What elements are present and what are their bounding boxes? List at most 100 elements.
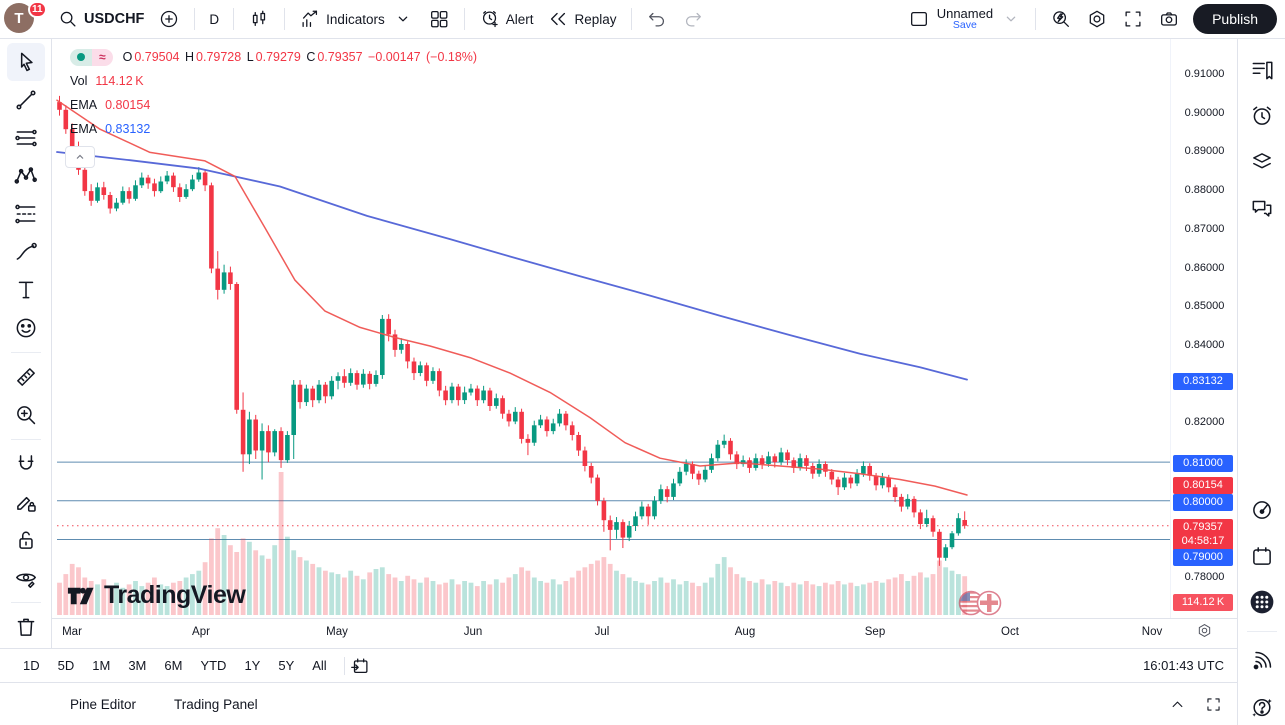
chart-settings-button[interactable] — [1079, 0, 1115, 38]
alert-clock-icon — [1249, 103, 1275, 129]
cursor-icon — [13, 49, 39, 75]
range-5y-button[interactable]: 5Y — [278, 658, 295, 673]
legend: ≈ O 0.79504 H 0.79728 L 0.79279 C 0.79357 −0… — [70, 48, 479, 138]
time-label-jul: Jul — [594, 626, 610, 638]
price-axis-badge: 114.12 K — [1173, 593, 1233, 612]
undo-button[interactable] — [639, 0, 675, 38]
xabcd-pattern-tool[interactable] — [7, 157, 45, 195]
layout-square-icon — [908, 8, 930, 30]
quick-search-button[interactable] — [1043, 0, 1079, 38]
watchlist-button[interactable] — [1243, 47, 1281, 93]
hide-drawings-tool[interactable] — [7, 559, 45, 597]
toolbar-divider — [10, 602, 41, 603]
screener-button[interactable] — [1243, 487, 1281, 533]
chart-style-button[interactable] — [241, 0, 277, 38]
layout-templates-button[interactable] — [421, 0, 457, 38]
drawing-mode-lock-tool[interactable] — [7, 483, 45, 521]
quick-search-icon — [1050, 8, 1072, 30]
ema-slow-legend: EMA 0.83132 — [70, 122, 151, 136]
indicators-label: Indicators — [326, 11, 385, 27]
separator — [284, 8, 286, 30]
drawing-toolbar — [0, 38, 52, 648]
chat-button[interactable] — [1243, 185, 1281, 231]
trend-line-tool[interactable] — [7, 81, 45, 119]
indicator-templates-button[interactable] — [392, 0, 421, 38]
cursor-tool[interactable] — [6, 43, 45, 81]
alert-button[interactable]: Alert — [472, 0, 541, 38]
range-all-button[interactable]: All — [312, 658, 327, 673]
price-tick-label: 0.91000 — [1184, 68, 1225, 80]
range-1y-button[interactable]: 1Y — [244, 658, 261, 673]
price-tick-label: 0.90000 — [1184, 106, 1225, 119]
calendar-button[interactable] — [1243, 533, 1281, 579]
tab-trading-panel[interactable]: Trading Panel — [174, 696, 258, 712]
object-tree-button[interactable] — [1243, 139, 1281, 185]
indicators-button[interactable]: Indicators — [292, 0, 392, 38]
plus-circle-icon — [158, 8, 180, 30]
emoji-icon — [13, 315, 39, 341]
price-axis[interactable]: 0.91000 0.90000 0.89000 0.88000 0.87000 0.860… — [1170, 38, 1238, 618]
fullscreen-button[interactable] — [1115, 0, 1151, 38]
fib-retracement-icon — [13, 201, 39, 227]
go-to-date-icon[interactable] — [349, 655, 371, 677]
ruler-icon — [13, 364, 39, 390]
alert-clock-button[interactable] — [1243, 93, 1281, 139]
emoji-tool[interactable] — [7, 309, 45, 347]
snapshot-button[interactable] — [1151, 0, 1187, 38]
range-5d-button[interactable]: 5D — [57, 658, 75, 673]
redo-button[interactable] — [675, 0, 711, 38]
separator — [194, 8, 196, 30]
pane-collapse-button[interactable] — [65, 146, 95, 168]
zoom-in-tool[interactable] — [7, 396, 45, 434]
chat-icon — [1249, 195, 1275, 221]
publish-button[interactable]: Publish — [1193, 4, 1277, 34]
apps-grid-button[interactable] — [1243, 579, 1281, 625]
lock-icon — [13, 527, 39, 553]
tab-pine-editor[interactable]: Pine Editor — [70, 696, 137, 712]
drawing-mode-lock-icon — [13, 489, 39, 515]
interval-button[interactable]: D — [202, 0, 226, 38]
ema-fast-legend: EMA 0.80154 — [70, 98, 151, 112]
replay-button[interactable]: Replay — [540, 0, 623, 38]
user-menu[interactable]: T 11 — [0, 0, 50, 38]
symbol-search-button[interactable]: USDCHF — [50, 0, 151, 38]
brush-tool[interactable] — [7, 233, 45, 271]
axis-settings-gear-icon[interactable] — [1196, 622, 1213, 639]
range-1d-button[interactable]: 1D — [23, 658, 40, 673]
panel-expand-chevron-icon[interactable] — [1168, 695, 1187, 714]
ruler-tool[interactable] — [7, 358, 45, 396]
price-tick-label: 0.86000 — [1184, 261, 1225, 274]
time-axis[interactable]: Mar Apr May Jun Jul Aug Sep Oct Nov — [52, 618, 1237, 649]
range-3m-button[interactable]: 3M — [128, 658, 147, 673]
date-range-toolbar: 1D 5D 1M 3M 6M YTD 1Y 5Y All 16:01:43 UTC — [0, 648, 1237, 682]
streams-icon — [1249, 648, 1275, 674]
compare-add-symbol-button[interactable] — [151, 0, 187, 38]
main-chart[interactable] — [52, 38, 1170, 618]
price-axis-badge: 0.79000 — [1173, 548, 1233, 567]
lock-tool[interactable] — [7, 521, 45, 559]
help-icon — [1249, 694, 1275, 720]
replay-icon — [547, 8, 569, 30]
parallel-lines-tool[interactable] — [7, 119, 45, 157]
panel-maximize-icon[interactable] — [1204, 695, 1223, 714]
range-6m-button[interactable]: 6M — [164, 658, 183, 673]
clock-utc[interactable]: 16:01:43 UTC — [1143, 658, 1224, 673]
separator — [343, 656, 345, 675]
save-link[interactable]: Save — [952, 19, 977, 32]
streams-button[interactable] — [1243, 638, 1281, 684]
magnet-tool[interactable] — [7, 445, 45, 483]
search-icon — [57, 8, 79, 30]
symbol-status-pill[interactable]: ≈ — [70, 48, 113, 66]
trash-tool[interactable] — [7, 608, 45, 646]
notification-badge: 11 — [28, 1, 47, 18]
fib-retracement-tool[interactable] — [7, 195, 45, 233]
save-layout-widget[interactable]: Unnamed Save — [902, 7, 1028, 32]
range-ytd-button[interactable]: YTD — [200, 658, 227, 673]
time-label-aug: Aug — [734, 626, 756, 638]
range-1m-button[interactable]: 1M — [92, 658, 111, 673]
help-button[interactable] — [1243, 684, 1281, 725]
trash-icon — [13, 614, 39, 640]
text-tool-tool[interactable] — [7, 271, 45, 309]
chart-pane[interactable]: ≈ O 0.79504 H 0.79728 L 0.79279 C 0.79357 −0… — [52, 38, 1170, 618]
xabcd-pattern-icon — [13, 163, 39, 189]
